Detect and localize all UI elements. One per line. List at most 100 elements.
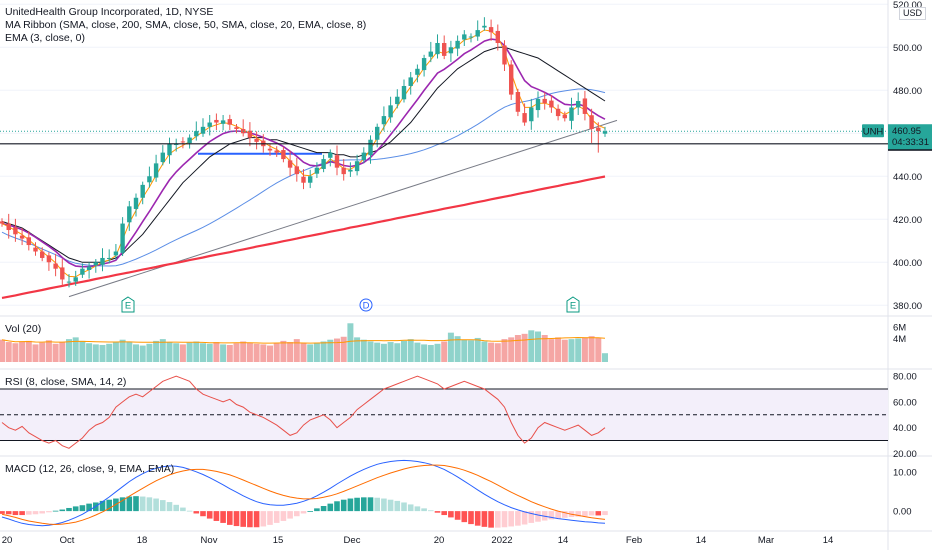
signal-line	[1, 464, 606, 526]
candle-body	[589, 115, 594, 129]
candle-body	[375, 126, 380, 140]
candle-body	[475, 30, 480, 37]
symbol-title[interactable]: UnitedHealth Group Incorporated, 1D, NYS…	[5, 6, 214, 18]
candle-body	[301, 176, 306, 183]
macd-histogram-bar	[180, 507, 186, 512]
volume-bar	[468, 340, 474, 362]
volume-bar	[548, 339, 555, 362]
volume-bar	[313, 342, 320, 362]
volume-bar	[320, 341, 327, 362]
macd-histogram-bar	[119, 497, 126, 512]
candle-body	[388, 105, 393, 118]
macd-histogram-bar	[193, 511, 200, 514]
candle-body	[395, 96, 400, 105]
candle-body	[549, 100, 554, 108]
sma200-line	[1, 175, 606, 299]
volume-bar	[501, 339, 508, 362]
macd-histogram-bar	[562, 511, 568, 518]
candle-body	[462, 34, 467, 40]
time-axis-label: 2022	[491, 535, 512, 546]
volume-bar	[179, 344, 186, 362]
candle-body	[174, 144, 179, 146]
macd-histogram-bar	[367, 497, 374, 512]
macd-histogram-bar	[213, 511, 220, 521]
macd-histogram-bar	[407, 504, 414, 512]
currency-label[interactable]: USD	[899, 7, 927, 20]
macd-histogram-bar	[146, 497, 153, 512]
volume-bar	[59, 342, 66, 362]
volume-bar	[588, 336, 595, 362]
macd-histogram-bar	[26, 511, 32, 515]
price-axis-label: 380.00	[893, 301, 922, 312]
macd-histogram-bar	[106, 499, 112, 512]
volume-bar	[287, 342, 294, 362]
candle-body	[562, 114, 567, 119]
volume-bar	[220, 344, 227, 362]
volume-bar	[253, 343, 260, 362]
price-axis-label: 400.00	[893, 258, 922, 269]
candle-body	[341, 167, 346, 175]
candle-body	[602, 131, 608, 134]
macd-histogram-bar	[434, 511, 441, 513]
candle-body	[214, 119, 219, 123]
rsi-legend[interactable]: RSI (8, close, SMA, 14, 2)	[5, 376, 127, 388]
price-badge	[888, 124, 932, 150]
macd-histogram-bar	[79, 505, 86, 512]
macd-histogram-bar	[421, 508, 427, 512]
volume-bar	[307, 344, 314, 362]
macd-histogram-bar	[300, 511, 307, 514]
volume-bar	[380, 343, 387, 362]
candle-body	[100, 257, 105, 265]
candle-body	[73, 277, 78, 282]
macd-histogram-bar	[72, 506, 79, 512]
volume-bar	[555, 337, 562, 362]
macd-histogram-bar	[227, 511, 233, 525]
candle-body	[180, 141, 186, 143]
macd-histogram-bar	[253, 511, 260, 528]
volume-bar	[595, 337, 602, 362]
volume-axis-label: 4M	[893, 334, 906, 345]
volume-bar	[474, 337, 481, 362]
candle-body	[455, 40, 460, 49]
volume-bar	[240, 341, 247, 362]
volume-bar	[267, 345, 273, 362]
volume-bar	[106, 343, 113, 362]
price-axis-label: 500.00	[893, 43, 922, 54]
candle-body	[254, 138, 259, 142]
volume-bar	[488, 342, 495, 362]
macd-histogram-bar	[548, 511, 555, 520]
ma-ribbon-legend[interactable]: MA Ribbon (SMA, close, 200, SMA, close, …	[5, 19, 367, 31]
vol-legend[interactable]: Vol (20)	[5, 323, 42, 335]
volume-bar	[79, 340, 86, 362]
volume-bar	[213, 342, 220, 362]
volume-bar	[126, 341, 133, 362]
symbol-badge	[862, 124, 884, 138]
macd-histogram-bar	[166, 502, 173, 512]
macd-axis-label: 0.00	[893, 507, 912, 518]
macd-histogram-bar	[481, 511, 488, 527]
macd-histogram-bar	[535, 511, 541, 522]
macd-histogram-bar	[200, 511, 206, 517]
macd-histogram-bar	[468, 511, 474, 525]
macd-histogram-bar	[66, 507, 72, 512]
candle-body	[153, 163, 159, 178]
candle-body	[468, 36, 474, 38]
volume-bar	[92, 344, 99, 362]
candle-body	[535, 98, 541, 111]
candle-body	[86, 266, 92, 270]
candle-body	[542, 98, 547, 104]
candle-body	[522, 113, 527, 123]
candle-body	[107, 257, 112, 259]
rsi-pane	[0, 375, 888, 449]
time-axis-label: Mar	[758, 535, 774, 546]
ema-legend[interactable]: EMA (3, close, 0)	[5, 32, 85, 44]
macd-histogram-bar	[99, 500, 106, 512]
volume-pane	[0, 323, 608, 362]
candle-body	[321, 159, 326, 169]
macd-histogram-bar	[515, 511, 521, 526]
candle-body	[93, 262, 98, 266]
macd-legend[interactable]: MACD (12, 26, close, 9, EMA, EMA)	[5, 463, 175, 475]
candle-body	[167, 144, 172, 156]
macd-histogram-bar	[582, 511, 588, 517]
rsi-axis-label: 40.00	[893, 423, 917, 434]
